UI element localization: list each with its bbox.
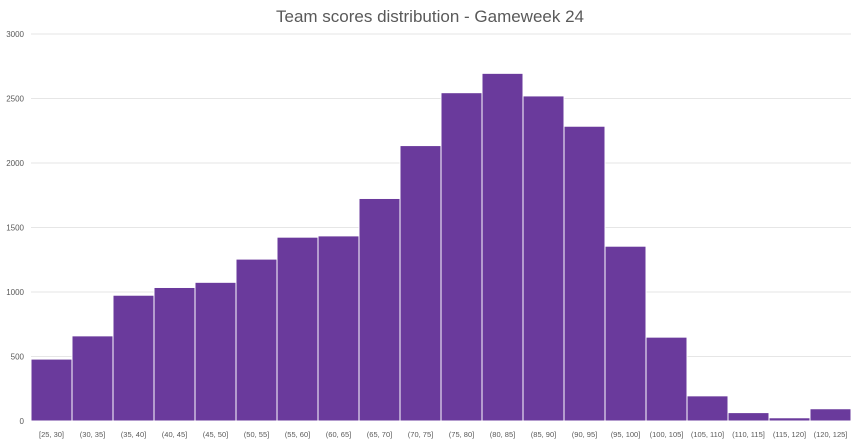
histogram-bar — [727, 412, 770, 422]
x-tick-label: (85, 90] — [531, 430, 556, 439]
x-tick-label: (105, 110] — [691, 430, 724, 439]
histogram-bar — [153, 286, 196, 422]
y-tick-label: 2000 — [6, 159, 24, 168]
histogram-bar — [112, 294, 155, 422]
x-tick-label: (70, 75] — [408, 430, 433, 439]
histogram-bar — [686, 395, 729, 422]
x-tick-label: (50, 55] — [244, 430, 269, 439]
chart-title: Team scores distribution - Gameweek 24 — [276, 7, 584, 26]
x-tick-label: (120, 125] — [814, 430, 848, 439]
x-tick-label: (100, 105] — [650, 430, 684, 439]
y-axis-ticks: 0 500 1000 1500 2000 2500 3000 — [6, 30, 24, 426]
histogram-bar — [71, 335, 114, 422]
x-tick-label: (60, 65] — [326, 430, 351, 439]
histogram-bar — [30, 358, 73, 422]
histogram-bar — [194, 281, 237, 422]
histogram-bar — [399, 145, 442, 422]
x-tick-label: (95, 100] — [611, 430, 641, 439]
histogram-bar — [768, 417, 811, 422]
y-tick-label: 3000 — [6, 30, 24, 39]
histogram-bar — [440, 92, 483, 422]
x-tick-label: (45, 50] — [203, 430, 228, 439]
histogram-bar — [522, 95, 565, 422]
histogram-bar — [235, 258, 278, 422]
x-tick-label: (110, 115] — [732, 430, 765, 439]
y-tick-label: 2500 — [6, 95, 24, 104]
x-tick-label: (75, 80] — [449, 430, 474, 439]
histogram-bar — [317, 235, 360, 422]
histogram-bar — [358, 197, 401, 422]
histogram-bar — [276, 236, 319, 422]
x-tick-label: (30, 35] — [80, 430, 105, 439]
x-tick-label: (115, 120] — [773, 430, 806, 439]
x-tick-label: (40, 45] — [162, 430, 187, 439]
y-tick-label: 0 — [20, 417, 25, 426]
x-tick-label: [25, 30] — [39, 430, 64, 439]
y-tick-label: 500 — [11, 353, 25, 362]
histogram-bar — [809, 408, 852, 422]
x-tick-label: (65, 70] — [367, 430, 392, 439]
y-tick-label: 1000 — [6, 288, 24, 297]
bars — [30, 72, 852, 422]
y-tick-label: 1500 — [6, 224, 24, 233]
x-axis-ticks: [25, 30] (30, 35] (35, 40] (40, 45] (45, 50]… — [39, 430, 847, 439]
histogram-bar — [563, 125, 606, 422]
x-tick-label: (90, 95] — [572, 430, 597, 439]
histogram-bar — [645, 336, 688, 422]
histogram-bar — [604, 245, 647, 422]
x-tick-label: (80, 85] — [490, 430, 515, 439]
x-tick-label: (35, 40] — [121, 430, 146, 439]
x-tick-label: (55, 60] — [285, 430, 310, 439]
histogram-bar — [481, 72, 524, 422]
